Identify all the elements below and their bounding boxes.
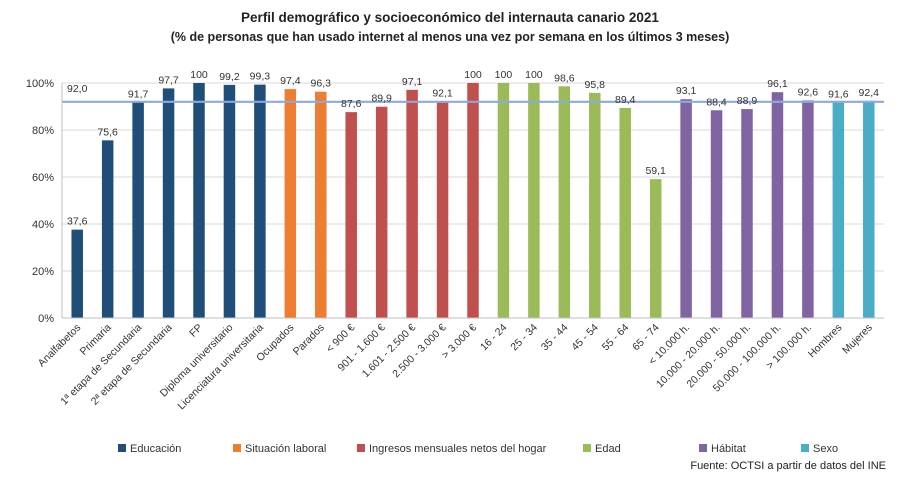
data-label: 92,6 (798, 86, 819, 98)
legend-swatch (583, 444, 591, 452)
data-label: 100 (525, 69, 543, 81)
bar (741, 109, 753, 319)
data-label: 75,6 (97, 126, 118, 138)
bar-layer (71, 83, 875, 319)
data-label: 37,6 (67, 216, 88, 228)
data-label: 96,1 (767, 78, 788, 90)
legend-label: Situación laboral (245, 443, 326, 455)
bar (467, 83, 479, 318)
data-label: 97,4 (280, 75, 301, 87)
bar (589, 92, 601, 319)
bar (558, 86, 571, 318)
data-label: 100 (495, 69, 513, 81)
y-tick-label: 100% (26, 78, 54, 90)
bar (619, 107, 631, 318)
bar (375, 106, 388, 318)
bar (710, 110, 723, 318)
data-label: 97,7 (158, 74, 179, 86)
y-tick-label: 0% (38, 313, 54, 325)
legend-label: Sexo (813, 443, 838, 455)
data-label: 87,6 (341, 98, 362, 110)
legend-swatch (357, 444, 365, 452)
legend-label: Edad (595, 443, 621, 455)
bar (406, 89, 418, 318)
source-note: Fuente: OCTSI a partir de datos del INE (690, 460, 886, 472)
legend-swatch (699, 444, 707, 452)
bar (254, 84, 266, 319)
legend-label: Ingresos mensuales netos del hogar (369, 443, 547, 455)
data-label: 97,1 (402, 76, 423, 88)
bar (101, 140, 114, 318)
bar (71, 229, 83, 318)
bar (863, 100, 875, 318)
y-tick-label: 80% (32, 125, 54, 137)
data-label: 91,7 (128, 89, 149, 101)
bar (436, 101, 449, 318)
bar (680, 99, 692, 318)
bar (649, 179, 662, 318)
data-label: 59,1 (645, 165, 666, 177)
label-layer: 37,6 75,6 91,7 97,7 100 99,2 99,3 97,4 96,3 87,6 8… (67, 69, 879, 228)
bar (315, 91, 327, 318)
bar (162, 88, 175, 318)
y-tick-label: 60% (32, 172, 54, 184)
bar (771, 92, 784, 318)
data-label: 98,6 (554, 72, 575, 84)
y-tick-label: 40% (32, 219, 54, 231)
data-label: 100 (190, 69, 208, 81)
legend: Educación Situación laboral Ingresos mensu… (118, 443, 838, 455)
reference-label: 92,0 (67, 83, 88, 95)
y-tick-label: 20% (32, 266, 54, 278)
bar (345, 112, 357, 318)
data-label: 96,3 (311, 78, 332, 90)
bar (802, 100, 814, 318)
bar (497, 83, 510, 318)
legend-swatch (118, 444, 126, 452)
legend-label: Educación (130, 443, 181, 455)
chart-title: Perfil demográfico y socioeconómico del … (241, 10, 659, 25)
chart-subtitle: (% de personas que han usado internet al… (171, 30, 730, 44)
bar (193, 83, 205, 318)
legend-label: Hábitat (711, 443, 746, 455)
legend-swatch (233, 444, 241, 452)
bar (223, 84, 236, 318)
data-label: 99,3 (250, 71, 271, 83)
bar (284, 89, 297, 318)
data-label: 100 (464, 69, 482, 81)
bar (832, 102, 845, 319)
data-label: 89,9 (371, 93, 392, 105)
data-label: 91,6 (828, 89, 849, 101)
data-label: 89,4 (615, 94, 636, 106)
data-label: 99,2 (219, 71, 240, 83)
data-label: 88,4 (706, 96, 727, 108)
data-label: 88,9 (737, 95, 758, 107)
data-label: 93,1 (676, 85, 697, 97)
legend-swatch (801, 444, 809, 452)
data-label: 95,8 (585, 79, 606, 91)
data-label: 92,4 (859, 87, 880, 99)
bar (132, 102, 144, 318)
bar (528, 83, 540, 318)
data-label: 92,1 (432, 88, 453, 100)
reference-layer: 92,0 (62, 83, 884, 103)
